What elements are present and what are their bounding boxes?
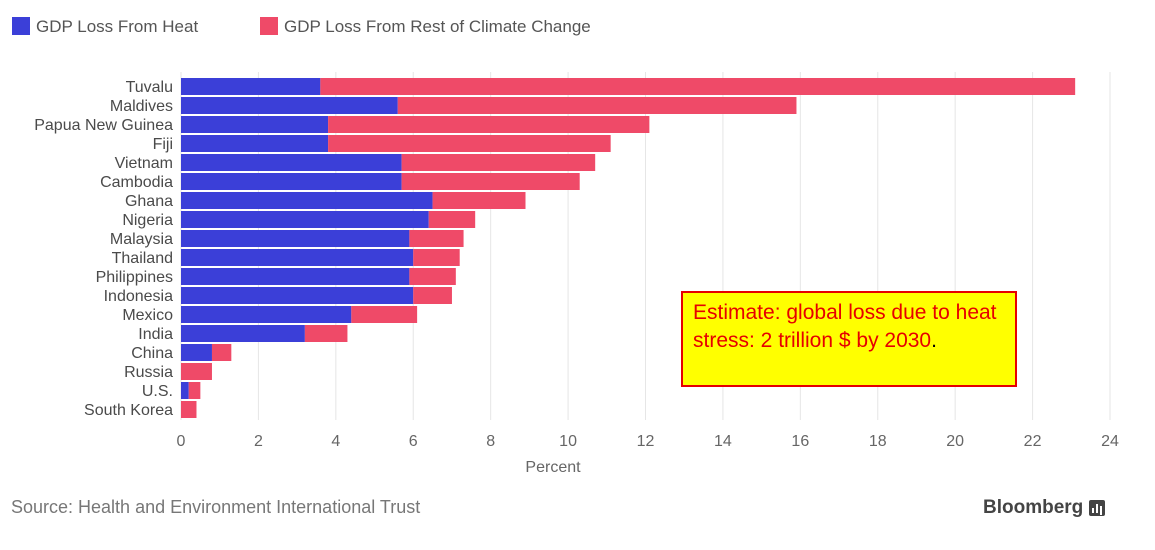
bar-heat bbox=[181, 287, 414, 304]
legend-label-heat: GDP Loss From Heat bbox=[36, 17, 198, 36]
legend-swatch-heat bbox=[12, 17, 30, 35]
bar-rest bbox=[304, 325, 348, 342]
x-tick-label: 10 bbox=[559, 433, 577, 450]
category-label: Cambodia bbox=[100, 174, 173, 191]
bar-heat bbox=[181, 192, 433, 209]
x-tick-label: 0 bbox=[177, 433, 186, 450]
x-tick-label: 14 bbox=[714, 433, 732, 450]
bloomberg-chart-icon bbox=[1089, 500, 1106, 516]
bar-heat bbox=[181, 97, 398, 114]
brand-logo: Bloomberg bbox=[983, 497, 1106, 519]
bar-heat bbox=[181, 135, 329, 152]
x-tick-labels: 0 2 4 6 8 10 12 14 16 18 20 22 24 bbox=[177, 433, 1119, 450]
bar-rest bbox=[413, 249, 460, 266]
legend: GDP Loss From Heat GDP Loss From Rest of… bbox=[12, 17, 591, 36]
x-axis-title: Percent bbox=[525, 459, 581, 476]
annotation-period: . bbox=[931, 329, 937, 352]
bar-heat bbox=[181, 173, 402, 190]
legend-label-rest: GDP Loss From Rest of Climate Change bbox=[284, 17, 591, 36]
category-label: Philippines bbox=[96, 269, 173, 286]
x-tick-label: 22 bbox=[1024, 433, 1042, 450]
x-tick-label: 24 bbox=[1101, 433, 1119, 450]
bar-rest bbox=[409, 268, 456, 285]
annotation-text: Estimate: global loss due to heat stress… bbox=[693, 301, 997, 352]
category-label: Thailand bbox=[112, 250, 173, 267]
category-label: Indonesia bbox=[104, 288, 173, 305]
bar-rest bbox=[211, 344, 232, 361]
category-label: Russia bbox=[124, 364, 173, 381]
bar-rest bbox=[320, 78, 1076, 95]
bar-rest bbox=[328, 116, 650, 133]
bar-heat bbox=[181, 230, 410, 247]
bar-rest bbox=[428, 211, 476, 228]
stacked-bar-chart: GDP Loss From Heat GDP Loss From Rest of… bbox=[12, 17, 1119, 476]
x-tick-label: 2 bbox=[254, 433, 263, 450]
bar-heat bbox=[181, 249, 414, 266]
legend-swatch-rest bbox=[260, 17, 278, 35]
bar-rest bbox=[328, 135, 611, 152]
category-label: China bbox=[131, 345, 173, 362]
bar-heat bbox=[181, 344, 212, 361]
x-tick-label: 6 bbox=[409, 433, 418, 450]
annotation-box: Estimate: global loss due to heat stress… bbox=[681, 291, 1017, 387]
bar-heat bbox=[181, 382, 189, 399]
category-label: Tuvalu bbox=[126, 79, 173, 96]
bar-rest bbox=[181, 401, 197, 418]
bar-rest bbox=[409, 230, 464, 247]
bar-heat bbox=[181, 211, 429, 228]
category-label: Mexico bbox=[122, 307, 173, 324]
brand-name: Bloomberg bbox=[983, 497, 1084, 518]
bars bbox=[181, 78, 1076, 418]
category-label: Fiji bbox=[153, 136, 173, 153]
bar-heat bbox=[181, 268, 410, 285]
bar-heat bbox=[181, 116, 329, 133]
category-label: South Korea bbox=[84, 402, 173, 419]
x-tick-label: 4 bbox=[331, 433, 340, 450]
bar-heat bbox=[181, 154, 402, 171]
bar-rest bbox=[432, 192, 526, 209]
category-label: India bbox=[138, 326, 173, 343]
category-label: Papua New Guinea bbox=[34, 117, 173, 134]
category-label: U.S. bbox=[142, 383, 173, 400]
category-labels: Tuvalu Maldives Papua New Guinea Fiji Vietna… bbox=[34, 79, 173, 419]
x-tick-label: 20 bbox=[946, 433, 964, 450]
bar-heat bbox=[181, 325, 305, 342]
bar-rest bbox=[188, 382, 201, 399]
x-tick-label: 16 bbox=[791, 433, 809, 450]
source-note: Source: Health and Environment Internati… bbox=[11, 497, 421, 517]
bar-rest bbox=[401, 173, 580, 190]
category-label: Ghana bbox=[125, 193, 173, 210]
category-label: Nigeria bbox=[122, 212, 173, 229]
bar-rest bbox=[397, 97, 797, 114]
bar-heat bbox=[181, 78, 321, 95]
category-label: Malaysia bbox=[110, 231, 173, 248]
bar-rest bbox=[401, 154, 596, 171]
x-tick-label: 8 bbox=[486, 433, 495, 450]
category-label: Maldives bbox=[110, 98, 173, 115]
bar-rest bbox=[413, 287, 452, 304]
bar-rest bbox=[351, 306, 418, 323]
x-tick-label: 18 bbox=[869, 433, 887, 450]
bar-heat bbox=[181, 306, 352, 323]
bar-rest bbox=[181, 363, 212, 380]
category-label: Vietnam bbox=[115, 155, 173, 172]
x-tick-label: 12 bbox=[637, 433, 655, 450]
